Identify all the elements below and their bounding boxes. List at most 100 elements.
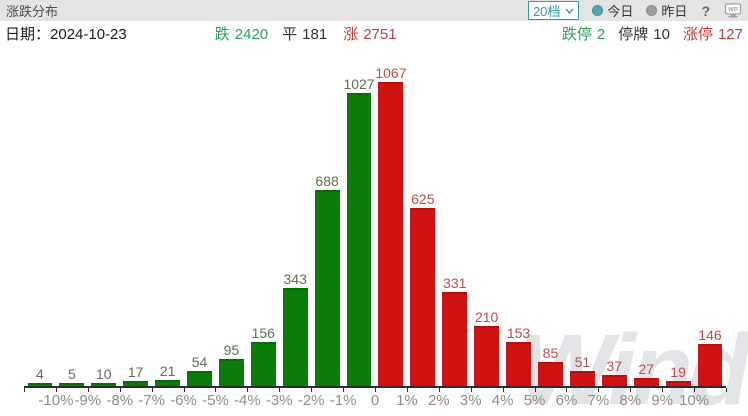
axis-tick-mark	[247, 388, 249, 392]
bar-slot: 37	[598, 358, 630, 386]
date-field: 日期：2024-10-23	[5, 23, 127, 44]
bar-slot: 625	[407, 191, 439, 386]
bar-value-label: 54	[191, 354, 208, 370]
stat-unchanged: 平 181	[282, 26, 328, 43]
bar-slot: 1067	[375, 65, 407, 386]
bins-dropdown[interactable]: 20档	[527, 1, 580, 20]
axis-tick-label: -5%	[202, 392, 229, 409]
bar-slot: 17	[120, 364, 152, 386]
axis-tick-mark	[279, 388, 281, 392]
bar	[474, 326, 500, 386]
axis-tick-mark	[119, 388, 121, 392]
info-bar: 日期：2024-10-23 跌 2420 平 181 涨 2751 跌停 2 停牌 10 …	[0, 21, 748, 46]
bar-slot: 21	[152, 363, 184, 386]
svg-text:WP: WP	[728, 8, 738, 14]
stat-limit-up: 涨停 127	[682, 26, 743, 43]
axis-tick-mark	[534, 388, 536, 392]
bar-value-label: 4	[36, 366, 44, 382]
bar-value-label: 37	[606, 358, 623, 374]
axis-tick-label: -7%	[138, 392, 165, 409]
axis-tick-mark	[406, 388, 408, 392]
bar-value-label: 210	[474, 309, 499, 325]
bar-value-label: 10	[95, 366, 112, 382]
axis-tick-mark	[662, 388, 664, 392]
bar	[601, 375, 627, 386]
bar-value-label: 343	[283, 271, 307, 287]
bar-value-label: 19	[670, 364, 686, 380]
bins-dropdown-value: 20档	[532, 4, 561, 19]
bar-value-label: 5	[67, 366, 76, 382]
bar	[59, 383, 85, 386]
bar	[665, 381, 691, 386]
axis-tick-label: 7%	[587, 392, 610, 409]
axis-tick-mark	[726, 388, 727, 392]
radio-today[interactable]: 今日	[592, 1, 633, 20]
bar-slot: 5	[56, 366, 88, 386]
bar-slot: 19	[662, 364, 694, 386]
axis-tick-mark	[183, 388, 185, 392]
bar-value-label: 21	[159, 363, 176, 379]
axis-tick-label: -10%	[38, 392, 74, 409]
bar	[378, 82, 404, 386]
axis-tick-mark	[502, 388, 504, 392]
bar-value-label: 27	[638, 361, 654, 377]
x-axis-labels: -10% -9% -8% -7% -6% -5% -4% -3% -2% -1% 0 1% 2% 3% 4%…	[24, 392, 726, 410]
bar	[27, 383, 53, 386]
bar-slot: 85	[535, 345, 567, 386]
axis-tick-label: 5%	[523, 392, 546, 409]
header-controls: 20档 今日 昨日 ? WP	[527, 1, 742, 20]
bar	[346, 93, 372, 386]
axis-tick-mark	[24, 388, 25, 392]
bar-value-label: 1027	[343, 76, 375, 92]
bar-slot: 146	[694, 327, 726, 386]
bar-value-label: 625	[411, 191, 435, 207]
bar-slot: 156	[247, 325, 279, 386]
axis-tick-label: 1%	[396, 392, 418, 409]
bar-slot: 10	[88, 366, 120, 386]
radio-yesterday-label: 昨日	[661, 4, 688, 19]
radio-yesterday[interactable]: 昨日	[646, 1, 687, 20]
axis-tick-mark	[87, 388, 89, 392]
today-radio-dot-icon	[592, 5, 604, 16]
bar-value-label: 17	[127, 364, 144, 380]
axis-tick-label: 3%	[459, 392, 482, 409]
stat-suspended: 停牌 10	[618, 26, 670, 43]
axis-tick-mark	[598, 388, 600, 392]
bar	[123, 381, 149, 386]
help-icon[interactable]: ?	[701, 2, 710, 19]
axis-tick-label: 10%	[679, 392, 710, 409]
bar	[442, 292, 468, 386]
axis-tick-mark	[694, 388, 696, 392]
bar	[282, 288, 308, 386]
bar	[91, 383, 117, 386]
bar	[250, 342, 276, 386]
stat-limit-down: 跌停 2	[561, 26, 606, 43]
axis-tick-mark	[630, 388, 632, 392]
axis-tick-mark	[55, 388, 57, 392]
date-label: 日期：	[5, 26, 51, 43]
axis-tick-mark	[343, 388, 345, 392]
bar-value-label: 95	[223, 342, 240, 358]
axis-tick-mark	[438, 388, 440, 392]
axis-tick-label: -9%	[74, 392, 102, 409]
date-value: 2024-10-23	[50, 26, 127, 43]
bar	[187, 371, 212, 386]
axis-tick-label: -4%	[234, 392, 261, 409]
axis-tick-label: -6%	[170, 392, 197, 409]
stat-decliners: 跌 2420	[214, 26, 269, 43]
bar-value-label: 156	[251, 325, 275, 341]
panel-title: 涨跌分布	[6, 4, 59, 19]
bar-value-label: 688	[315, 173, 339, 189]
bar	[410, 208, 436, 386]
axis-tick-label: 2%	[427, 392, 450, 409]
axis-tick-label: 4%	[491, 392, 514, 409]
bar-value-label: 146	[698, 327, 722, 343]
axis-tick-label: -1%	[329, 392, 357, 409]
axis-tick-label: 0	[370, 392, 380, 409]
bar-slot: 54	[184, 354, 216, 386]
chevron-down-icon	[565, 8, 574, 14]
axis-tick-label: 8%	[619, 392, 642, 409]
bar	[155, 380, 181, 386]
wp-monitor-icon[interactable]: WP	[724, 3, 742, 18]
bar	[506, 342, 531, 386]
